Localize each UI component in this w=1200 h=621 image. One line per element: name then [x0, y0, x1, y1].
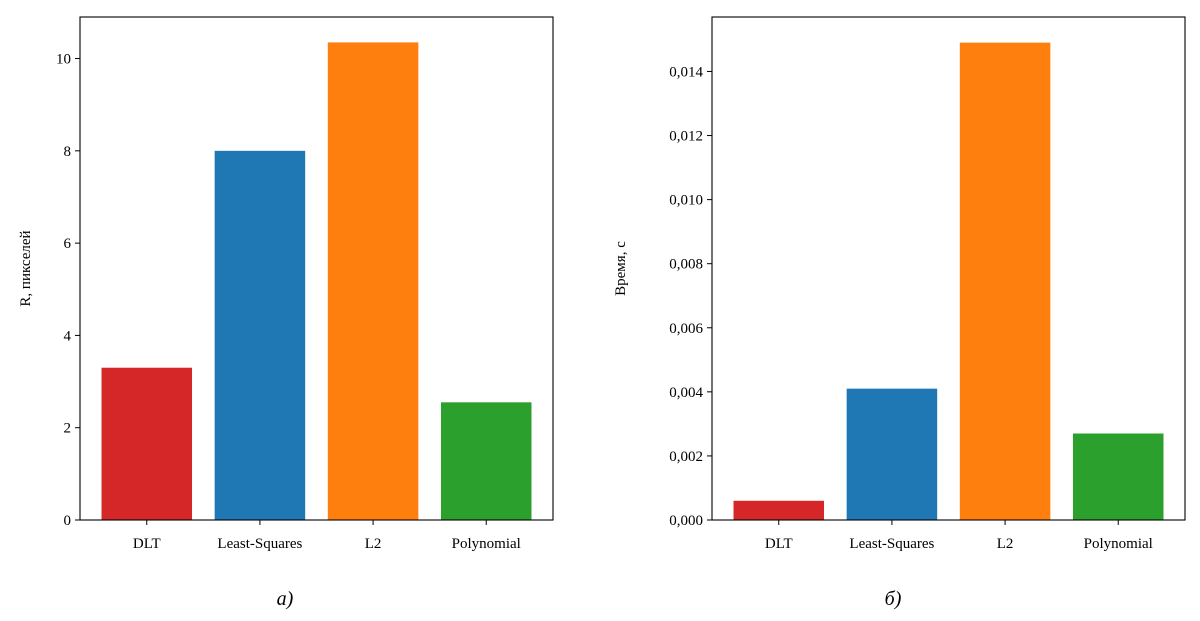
x-tick-label: Polynomial: [1084, 536, 1153, 552]
bar-polynomial: [440, 402, 532, 520]
x-tick-label: Least-Squares: [849, 536, 934, 552]
chart-panel-2: 0,000 0,002 0,004 0,006 0,008 0,010 0,012 0,014…: [613, 16, 1186, 610]
bar-polynomial: [1072, 433, 1164, 520]
x-tick-label: DLT: [765, 536, 793, 552]
y-tick-label: 0,004: [669, 385, 703, 401]
y-tick-label: 2: [64, 421, 72, 437]
bar-l2: [327, 42, 419, 520]
y-tick-label: 0,012: [669, 129, 703, 145]
panel-caption: а): [277, 588, 294, 610]
panel-caption: б): [885, 588, 902, 610]
y-tick-label: 4: [64, 328, 72, 344]
bar-least-squares: [214, 150, 306, 520]
x-tick-label: L2: [365, 536, 382, 552]
axes-frame: [711, 16, 1186, 521]
chart-panel-1: 0 2 4 6 8 10 DLT Least-Squares L2 Polynomial R, пи…: [18, 16, 554, 610]
y-tick-label: 0: [64, 513, 72, 529]
y-axis-label: Время, с: [613, 241, 629, 296]
bar-dlt: [733, 500, 825, 520]
x-tick-label: Polynomial: [452, 536, 521, 552]
y-tick-label: 0,008: [669, 257, 703, 273]
y-tick-label: 6: [64, 236, 72, 252]
y-tick-label: 0,000: [669, 513, 703, 529]
x-tick-label: Least-Squares: [217, 536, 302, 552]
bar-l2: [959, 42, 1051, 520]
y-tick-label: 0,010: [669, 193, 703, 209]
bar-dlt: [101, 367, 193, 520]
bar-least-squares: [846, 388, 938, 520]
y-tick-label: 0,014: [669, 64, 703, 80]
y-tick-label: 0,006: [669, 321, 703, 337]
axes-frame: [79, 16, 554, 521]
y-axis-label: R, пикселей: [18, 230, 34, 306]
y-tick-label: 10: [56, 52, 71, 68]
x-tick-label: L2: [997, 536, 1014, 552]
y-tick-label: 8: [64, 144, 72, 160]
y-tick-label: 0,002: [669, 449, 703, 465]
x-tick-label: DLT: [133, 536, 161, 552]
